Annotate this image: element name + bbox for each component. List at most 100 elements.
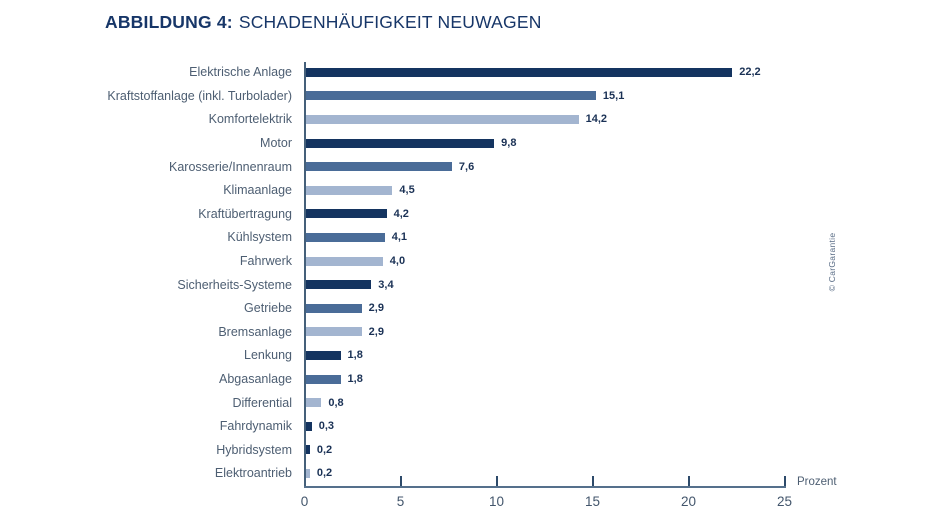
- value-label: 4,0: [389, 255, 406, 268]
- chart-row: Fahrwerk 4,0: [0, 249, 945, 273]
- bar-wrap: 4,1: [306, 231, 407, 243]
- chart-row: Klimaanlage 4,5: [0, 178, 945, 202]
- chart-row: Lenkung 1,8: [0, 344, 945, 368]
- x-axis-tick-label: 25: [776, 494, 793, 509]
- bar: [306, 303, 362, 313]
- value-label: 0,2: [316, 467, 333, 480]
- chart-row: Fahrdynamik 0,3: [0, 414, 945, 438]
- bar: [306, 398, 322, 408]
- value-label: 7,6: [458, 160, 475, 173]
- category-label: Hybridsystem: [216, 442, 292, 457]
- chart-row: Hybridsystem 0,2: [0, 438, 945, 462]
- value-label: 1,8: [347, 373, 363, 386]
- category-label: Karosserie/Innenraum: [169, 159, 292, 174]
- category-label: Abgasanlage: [219, 372, 292, 387]
- figure-title-prefix: ABBILDUNG 4:: [105, 12, 233, 32]
- x-axis-tick: [783, 476, 786, 486]
- bar-wrap: 2,9: [306, 326, 384, 338]
- value-label: 0,8: [328, 396, 344, 409]
- chart-row: Komfortelektrik 14,2: [0, 108, 945, 132]
- x-axis-tick-label: 0: [300, 494, 309, 509]
- bar: [306, 374, 341, 384]
- bar-wrap: 0,3: [306, 420, 334, 432]
- category-label: Kühlsystem: [227, 230, 292, 245]
- bar-wrap: 15,1: [306, 90, 624, 102]
- bar-wrap: 14,2: [306, 113, 607, 125]
- bar-wrap: 9,8: [306, 137, 516, 149]
- chart-rows: Elektrische Anlage 22,2 Kraftstoffanlage (…: [0, 61, 945, 486]
- value-label: 15,1: [602, 89, 625, 102]
- x-axis-tick-label: 15: [584, 494, 601, 509]
- value-label: 14,2: [585, 113, 608, 126]
- bar: [306, 468, 310, 478]
- value-label: 4,2: [393, 207, 409, 220]
- category-label: Sicherheits-Systeme: [177, 277, 292, 292]
- x-axis-tick-label: 10: [488, 494, 505, 509]
- bar: [306, 445, 310, 455]
- bar-wrap: 7,6: [306, 161, 474, 173]
- chart-row: Karosserie/Innenraum 7,6: [0, 155, 945, 179]
- bar: [306, 162, 452, 172]
- bar: [306, 138, 495, 148]
- chart-row: Abgasanlage 1,8: [0, 367, 945, 391]
- category-label: Differential: [232, 395, 292, 410]
- bar-wrap: 0,2: [306, 444, 332, 456]
- chart-row: Kraftstoffanlage (inkl. Turbolader) 15,1: [0, 84, 945, 108]
- category-label: Motor: [260, 136, 292, 151]
- value-label: 3,4: [378, 278, 394, 291]
- bar-wrap: 1,8: [306, 373, 363, 385]
- chart-row: Elektrische Anlage 22,2: [0, 61, 945, 85]
- category-label: Fahrwerk: [239, 254, 292, 269]
- bar: [306, 114, 579, 124]
- category-label: Fahrdynamik: [219, 419, 292, 434]
- bar-wrap: 3,4: [306, 279, 394, 291]
- category-label: Elektrische Anlage: [189, 65, 292, 80]
- x-axis-tick: [495, 476, 498, 486]
- category-label: Kraftübertragung: [198, 206, 292, 221]
- bar: [306, 350, 341, 360]
- bar: [306, 256, 383, 266]
- bar-wrap: 0,2: [306, 467, 332, 479]
- bar: [306, 280, 372, 290]
- value-label: 0,2: [316, 443, 333, 456]
- bar-wrap: 22,2: [306, 66, 761, 78]
- x-axis-tick: [591, 476, 594, 486]
- bar-wrap: 0,8: [306, 397, 344, 409]
- chart-row: Motor 9,8: [0, 131, 945, 155]
- bar-wrap: 4,2: [306, 208, 409, 220]
- chart-row: Elektroantrieb 0,2: [0, 462, 945, 486]
- x-axis-tick: [399, 476, 402, 486]
- bar: [306, 67, 733, 77]
- category-label: Lenkung: [244, 348, 292, 363]
- bar-wrap: 4,5: [306, 184, 415, 196]
- chart-row: Kraftübertragung 4,2: [0, 202, 945, 226]
- x-axis-unit-label: Prozent: [797, 476, 837, 488]
- figure-title: ABBILDUNG 4: SCHADENHÄUFIGKEIT NEUWAGEN: [105, 12, 542, 33]
- chart-row: Differential 0,8: [0, 391, 945, 415]
- chart-row: Kühlsystem 4,1: [0, 226, 945, 250]
- category-label: Klimaanlage: [223, 183, 292, 198]
- chart-row: Sicherheits-Systeme 3,4: [0, 273, 945, 297]
- bar: [306, 327, 362, 337]
- value-label: 9,8: [501, 137, 517, 150]
- value-label: 2,9: [368, 325, 384, 338]
- x-axis-tick-label: 5: [396, 494, 405, 509]
- x-axis-line: [303, 485, 786, 488]
- bar-wrap: 4,0: [306, 255, 405, 267]
- value-label: 2,9: [368, 302, 384, 315]
- bar: [306, 91, 596, 101]
- bar-wrap: 1,8: [306, 349, 363, 361]
- category-label: Komfortelektrik: [208, 112, 292, 127]
- bar: [306, 232, 385, 242]
- category-label: Getriebe: [244, 301, 292, 316]
- chart-row: Bremsanlage 2,9: [0, 320, 945, 344]
- category-label: Elektroantrieb: [214, 466, 292, 481]
- value-label: 4,1: [391, 231, 408, 244]
- figure-title-text: SCHADENHÄUFIGKEIT NEUWAGEN: [238, 12, 542, 32]
- x-axis-tick-label: 20: [680, 494, 697, 509]
- x-axis-tick: [687, 476, 690, 486]
- category-label: Bremsanlage: [218, 324, 292, 339]
- category-label: Kraftstoffanlage (inkl. Turbolader): [107, 88, 292, 103]
- bar: [306, 185, 393, 195]
